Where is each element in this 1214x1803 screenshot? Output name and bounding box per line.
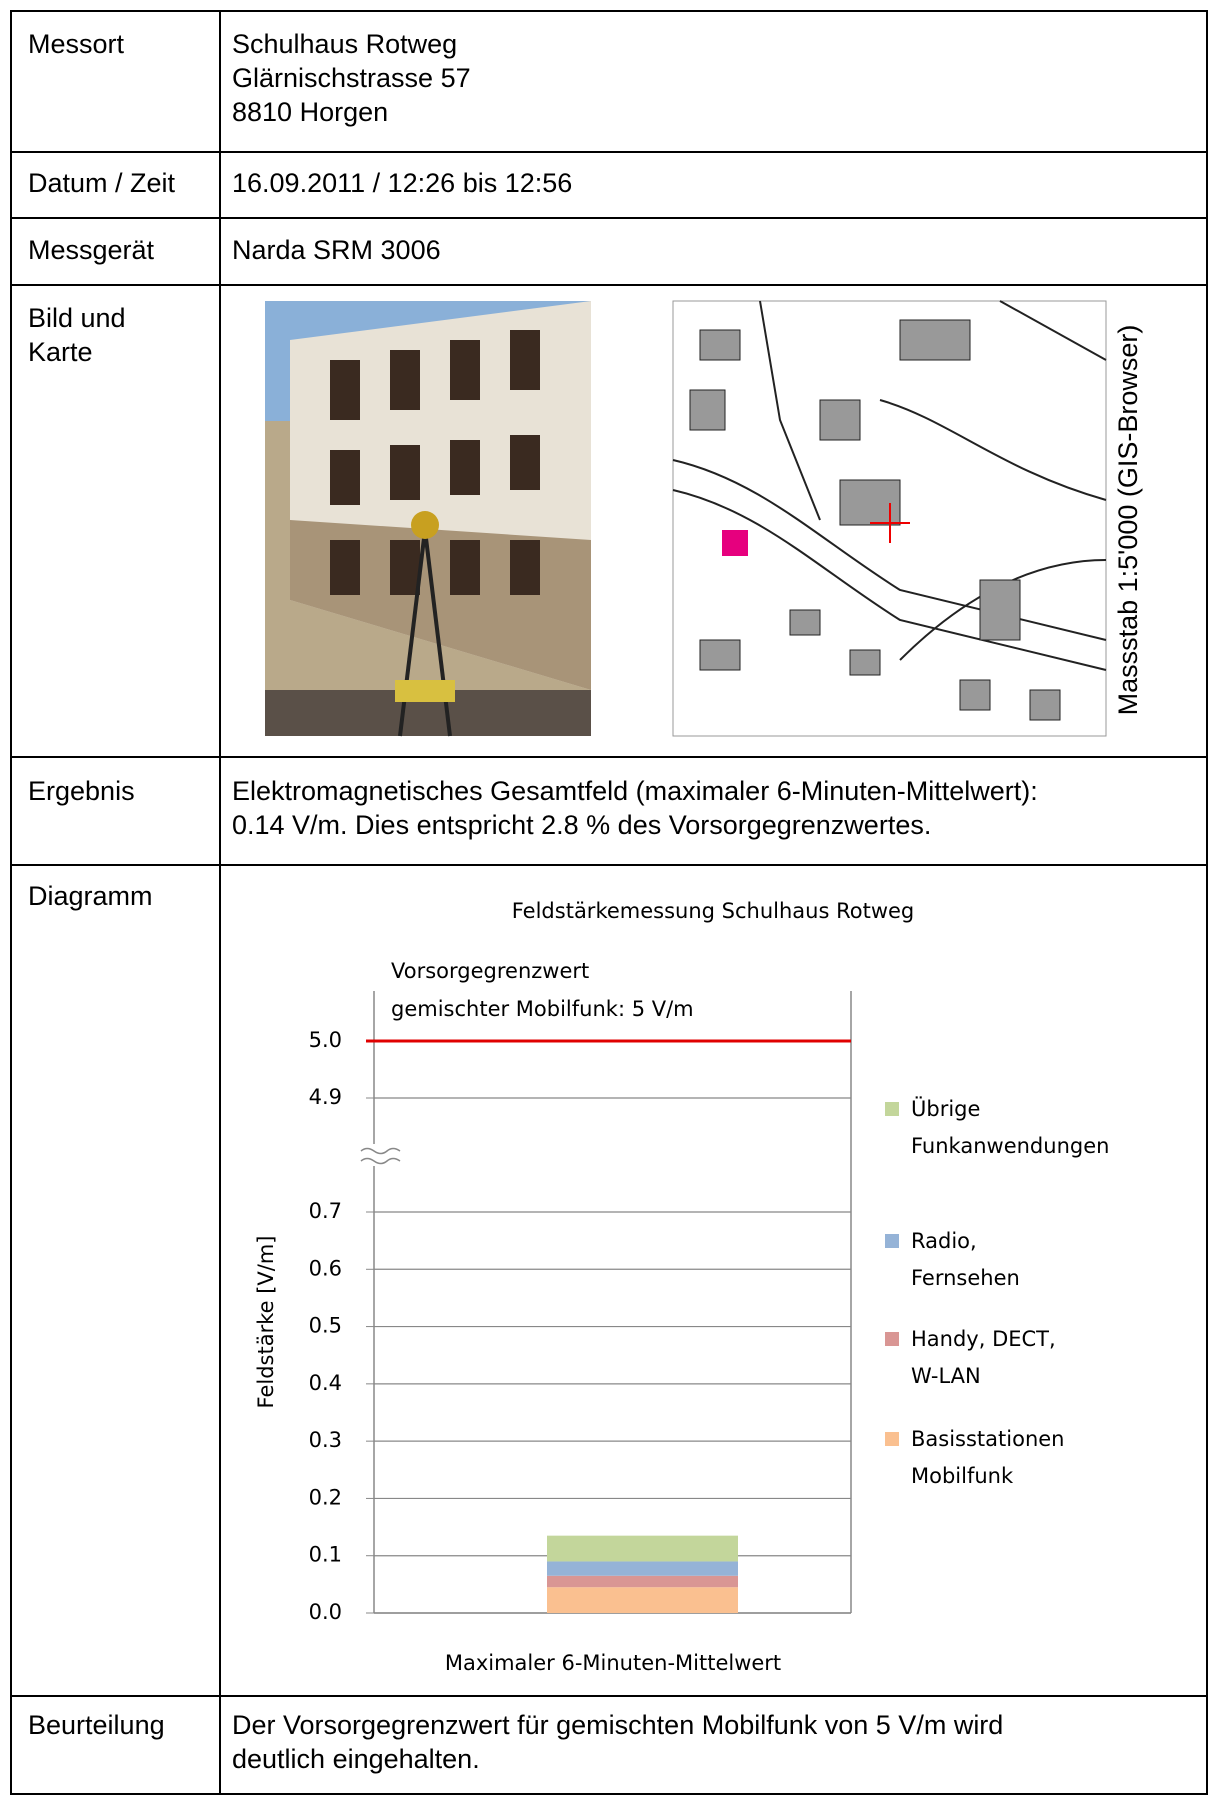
row-label: Karte [28, 337, 93, 367]
axis-break [360, 1157, 401, 1165]
legend-label: Basisstationen [911, 1427, 1065, 1451]
legend-label: Übrige [911, 1096, 980, 1121]
row-content: Schulhaus Rotweg [232, 29, 457, 59]
axis-break-mask [360, 1144, 388, 1166]
y-tick-label: 0.3 [309, 1428, 342, 1452]
map-caption: Massstab 1:5'000 (GIS-Browser) [1113, 325, 1143, 716]
y-tick-label: 0.0 [309, 1600, 342, 1624]
legend-label: Funkanwendungen [911, 1134, 1109, 1158]
limit-label: Vorsorgegrenzwert [391, 959, 589, 983]
axis-break [360, 1147, 401, 1155]
x-tick-label: Maximaler 6-Minuten-Mittelwert [445, 1651, 781, 1675]
bar-segment [547, 1575, 738, 1588]
row-label: Messort [28, 29, 125, 59]
y-axis-label: Feldstärke [V/m] [254, 1236, 278, 1409]
row-label: Diagramm [28, 881, 153, 911]
limit-label: gemischter Mobilfunk: 5 V/m [391, 997, 694, 1021]
legend-swatch [885, 1102, 899, 1116]
table: Messort Schulhaus Rotweg Glärnischstrasse … [10, 10, 1208, 1795]
legend-swatch [885, 1332, 899, 1346]
y-tick-label: 0.1 [309, 1543, 342, 1567]
row-label: Beurteilung [28, 1710, 165, 1740]
bar-segment [547, 1561, 738, 1576]
bar-segment [547, 1535, 738, 1562]
row-content: 0.14 V/m. Dies entspricht 2.8 % des Vors… [232, 810, 931, 840]
row-label: Bild und [28, 303, 126, 333]
row-content: deutlich eingehalten. [232, 1744, 480, 1774]
row-label: Datum / Zeit [28, 168, 176, 198]
y-tick-label: 0.5 [309, 1314, 342, 1338]
y-tick-label: 0.4 [309, 1371, 342, 1395]
y-tick-label: 0.2 [309, 1485, 342, 1509]
photo [265, 301, 591, 737]
legend-label: Handy, DECT, [911, 1327, 1056, 1351]
row-content: Narda SRM 3006 [232, 235, 441, 265]
bar-segment [547, 1587, 738, 1613]
chart: Feldstärkemessung Schulhaus Rotweg Feldst… [254, 899, 1109, 1675]
y-tick-label: 5.0 [309, 1028, 342, 1052]
legend-label: Fernsehen [911, 1266, 1020, 1290]
legend-label: Radio, [911, 1229, 977, 1253]
row-content: 8810 Horgen [232, 97, 388, 127]
legend-label: W-LAN [911, 1364, 981, 1388]
y-tick-label: 0.6 [309, 1256, 342, 1280]
chart-title: Feldstärkemessung Schulhaus Rotweg [512, 899, 915, 923]
row-content: Elektromagnetisches Gesamtfeld (maximale… [232, 776, 1038, 806]
table-border [10, 10, 1208, 1795]
row-label: Messgerät [28, 235, 155, 265]
legend-swatch [885, 1234, 899, 1248]
legend-label: Mobilfunk [911, 1464, 1014, 1488]
legend-swatch [885, 1432, 899, 1446]
row-content: Der Vorsorgegrenzwert für gemischten Mob… [232, 1710, 1003, 1740]
y-tick-label: 0.7 [309, 1199, 342, 1223]
row-content: Glärnischstrasse 57 [232, 63, 471, 93]
row-label: Ergebnis [28, 776, 135, 806]
y-tick-label: 4.9 [309, 1085, 342, 1109]
map [672, 300, 1107, 737]
row-content: 16.09.2011 / 12:26 bis 12:56 [232, 168, 572, 198]
